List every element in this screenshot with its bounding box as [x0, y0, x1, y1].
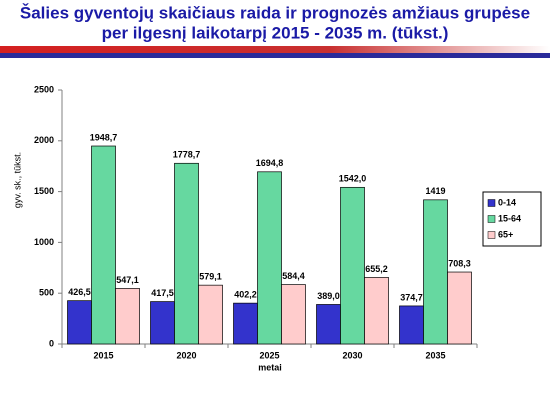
bar: [67, 300, 92, 345]
data-label: 1948,7: [90, 132, 118, 142]
y-tick-label: 1000: [34, 237, 54, 247]
x-tick-label: 2020: [176, 350, 196, 360]
x-tick-label: 2025: [259, 350, 279, 360]
data-label: 389,0: [317, 291, 340, 301]
chart-title: per ilgesnį laikotarpį 2015 - 2035 m. (t…: [102, 23, 449, 42]
y-tick-label: 500: [39, 288, 54, 298]
legend-label: 0-14: [498, 197, 516, 207]
bar: [316, 304, 341, 345]
data-label: 1419: [425, 186, 445, 196]
legend-label: 65+: [498, 229, 513, 239]
y-tick-label: 2500: [34, 84, 54, 94]
x-tick-label: 2030: [342, 350, 362, 360]
data-label: 579,1: [199, 272, 222, 282]
x-tick-label: 2015: [93, 350, 113, 360]
data-label: 547,1: [116, 275, 139, 285]
y-tick-label: 2000: [34, 135, 54, 145]
bar: [364, 277, 389, 345]
bar: [174, 162, 199, 345]
legend-swatch: [487, 215, 496, 223]
stripe: [0, 53, 550, 58]
legend-swatch: [487, 231, 496, 239]
x-tick-label: 2035: [425, 350, 445, 360]
chart-title: Šalies gyventojų skaičiaus raida ir prog…: [20, 3, 530, 22]
data-label: 402,2: [234, 290, 257, 300]
y-tick-label: 0: [49, 338, 54, 348]
bar: [233, 302, 258, 345]
data-label: 655,2: [365, 264, 388, 274]
legend-swatch: [487, 199, 496, 207]
x-axis-title: metai: [258, 362, 282, 372]
bar: [198, 284, 223, 345]
bar: [150, 301, 175, 345]
legend-label: 15-64: [498, 213, 521, 223]
data-label: 1542,0: [339, 174, 367, 184]
bar: [447, 271, 472, 345]
data-label: 708,3: [448, 258, 471, 268]
bar: [257, 171, 282, 345]
data-label: 1778,7: [173, 150, 201, 160]
bar: [399, 305, 424, 345]
data-label: 374,7: [400, 292, 423, 302]
bar: [281, 284, 306, 345]
stripe: [0, 46, 550, 53]
bar: [340, 186, 365, 345]
y-axis-title: gyv. sk., tūkst.: [12, 152, 22, 208]
data-label: 426,5: [68, 287, 91, 297]
bar: [115, 288, 140, 345]
data-label: 417,5: [151, 288, 174, 298]
data-label: 1694,8: [256, 158, 284, 168]
y-tick-label: 1500: [34, 186, 54, 196]
data-label: 584,4: [282, 271, 305, 281]
bar: [91, 145, 116, 345]
bar: [423, 199, 448, 345]
